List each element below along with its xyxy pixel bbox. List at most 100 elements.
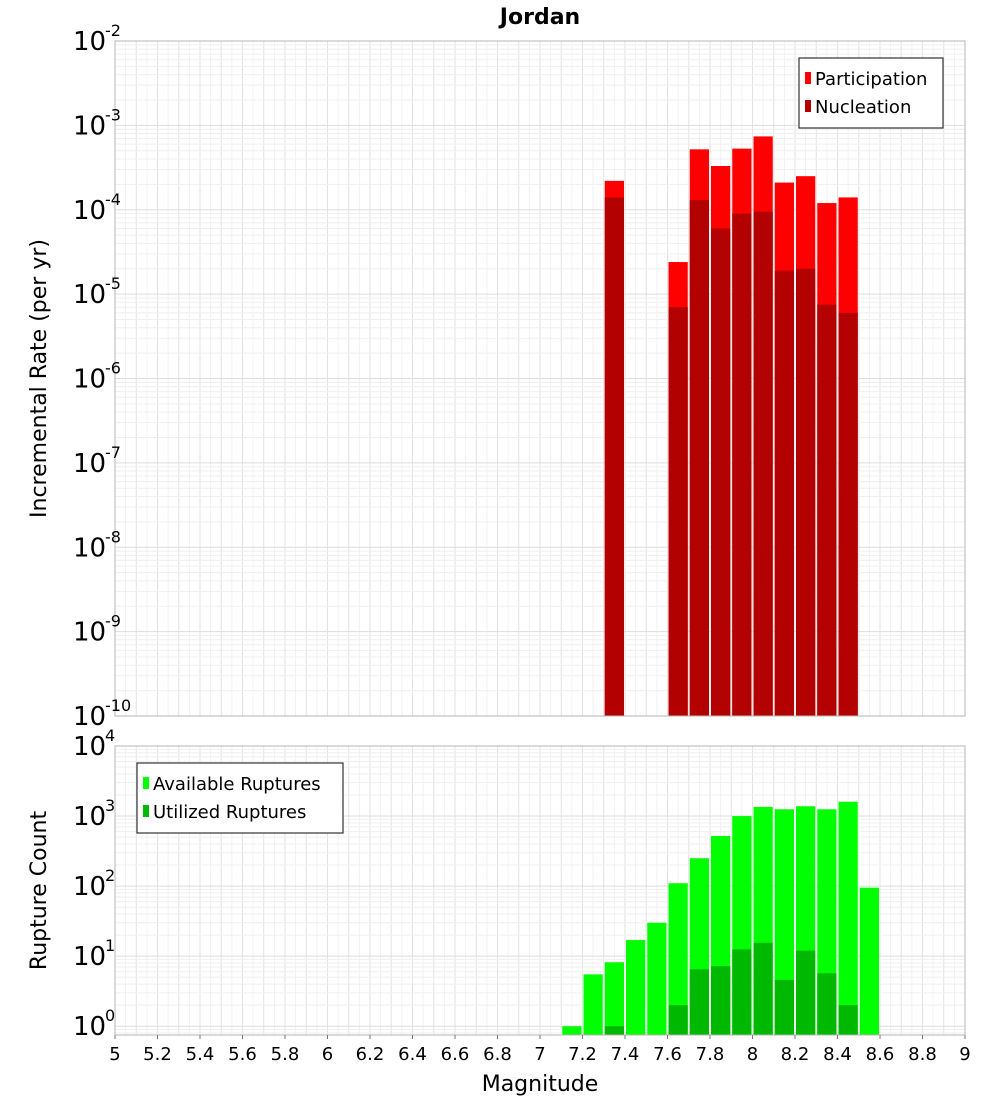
bar xyxy=(711,966,731,1035)
grid xyxy=(114,40,966,717)
bar xyxy=(774,809,794,1035)
x-tick-label: 9 xyxy=(959,1044,970,1065)
legend: Participation Nucleation xyxy=(798,57,944,129)
y-axis-label: Rupture Count xyxy=(27,811,52,971)
x-tick-label: 6.4 xyxy=(398,1044,427,1065)
bar xyxy=(711,228,731,716)
legend-swatch xyxy=(143,805,149,817)
y-tick-label: 10 xyxy=(73,280,106,310)
rate-plot: 10-1010-910-810-710-610-510-410-310-2Inc… xyxy=(27,5,966,732)
y-tick-exponent: -5 xyxy=(105,274,121,293)
bar xyxy=(796,950,816,1035)
x-tick-label: 5.6 xyxy=(228,1044,257,1065)
x-tick-label: 7.6 xyxy=(653,1044,682,1065)
x-tick-label: 7.8 xyxy=(696,1044,725,1065)
bar xyxy=(817,973,837,1035)
bar xyxy=(753,942,773,1035)
x-tick-label: 7.4 xyxy=(611,1044,640,1065)
x-tick-label: 5 xyxy=(109,1044,120,1065)
y-tick-exponent: 1 xyxy=(105,936,115,955)
y-tick-label: 10 xyxy=(73,1012,106,1042)
bar xyxy=(689,200,709,716)
x-tick-label: 8.4 xyxy=(823,1044,852,1065)
y-tick-exponent: 2 xyxy=(105,866,115,885)
y-tick-exponent: 4 xyxy=(105,726,115,745)
bar xyxy=(838,312,858,716)
bar xyxy=(796,268,816,716)
bar xyxy=(732,213,752,717)
x-tick-label: 8.6 xyxy=(866,1044,895,1065)
bar xyxy=(838,1005,858,1035)
x-tick-label: 7 xyxy=(534,1044,545,1065)
x-tick-label: 8.8 xyxy=(908,1044,937,1065)
series-2 xyxy=(604,197,858,717)
bar xyxy=(689,969,709,1035)
y-tick-exponent: -8 xyxy=(105,527,121,546)
bar xyxy=(668,1005,688,1035)
x-axis-label: Magnitude xyxy=(482,1072,599,1097)
x-tick-label: 6.2 xyxy=(356,1044,385,1065)
bar xyxy=(604,197,624,717)
bar xyxy=(732,949,752,1035)
bar xyxy=(604,962,624,1035)
bar xyxy=(626,940,646,1035)
y-tick-exponent: 0 xyxy=(105,1006,115,1025)
x-tick-label: 8 xyxy=(747,1044,758,1065)
y-tick-label: 10 xyxy=(73,449,106,479)
y-tick-label: 10 xyxy=(73,533,106,563)
y-axis-label: Incremental Rate (per yr) xyxy=(27,239,52,518)
y-tick-label: 10 xyxy=(73,942,106,972)
bar xyxy=(668,883,688,1035)
bar xyxy=(647,922,667,1035)
x-tick-label: 5.4 xyxy=(186,1044,215,1065)
x-tick-label: 8.2 xyxy=(781,1044,810,1065)
y-tick-exponent: -10 xyxy=(105,696,131,715)
x-tick-label: 6 xyxy=(322,1044,333,1065)
chart-title: Jordan xyxy=(498,5,580,30)
y-tick-exponent: -2 xyxy=(105,21,121,40)
legend-swatch xyxy=(805,72,811,84)
y-tick-label: 10 xyxy=(73,196,106,226)
bar xyxy=(859,887,879,1035)
y-tick-label: 10 xyxy=(73,111,106,141)
x-tick-label: 7.2 xyxy=(568,1044,597,1065)
bar xyxy=(668,307,688,716)
legend-box xyxy=(798,57,944,129)
y-tick-label: 10 xyxy=(73,618,106,648)
y-tick-exponent: -3 xyxy=(105,105,121,124)
x-tick-label: 6.8 xyxy=(483,1044,512,1065)
bar xyxy=(774,979,794,1035)
bar xyxy=(583,974,603,1035)
legend-label: Participation xyxy=(815,69,927,90)
plot-frame xyxy=(114,40,966,717)
y-tick-label: 10 xyxy=(73,732,106,762)
y-tick-label: 10 xyxy=(73,702,106,732)
y-tick-exponent: -9 xyxy=(105,612,121,631)
x-tick-label: 5.8 xyxy=(271,1044,300,1065)
bar xyxy=(604,1026,624,1035)
y-tick-label: 10 xyxy=(73,27,106,57)
bar xyxy=(562,1026,582,1035)
y-tick-label: 10 xyxy=(73,802,106,832)
legend-box xyxy=(136,762,344,834)
legend-swatch xyxy=(143,777,149,789)
y-tick-exponent: 3 xyxy=(105,796,115,815)
bar xyxy=(753,211,773,716)
bar xyxy=(817,304,837,716)
bar xyxy=(838,801,858,1035)
legend: Available Ruptures Utilized Ruptures xyxy=(136,762,344,834)
y-tick-exponent: -6 xyxy=(105,359,121,378)
y-tick-exponent: -4 xyxy=(105,190,121,209)
legend-swatch xyxy=(805,100,811,112)
x-tick-label: 5.2 xyxy=(143,1044,172,1065)
legend-label: Nucleation xyxy=(815,97,911,118)
legend-label: Utilized Ruptures xyxy=(153,802,306,823)
legend-label: Available Ruptures xyxy=(153,774,321,795)
x-tick-label: 6.6 xyxy=(441,1044,470,1065)
y-tick-label: 10 xyxy=(73,872,106,902)
series-2 xyxy=(604,942,858,1035)
y-tick-label: 10 xyxy=(73,365,106,395)
